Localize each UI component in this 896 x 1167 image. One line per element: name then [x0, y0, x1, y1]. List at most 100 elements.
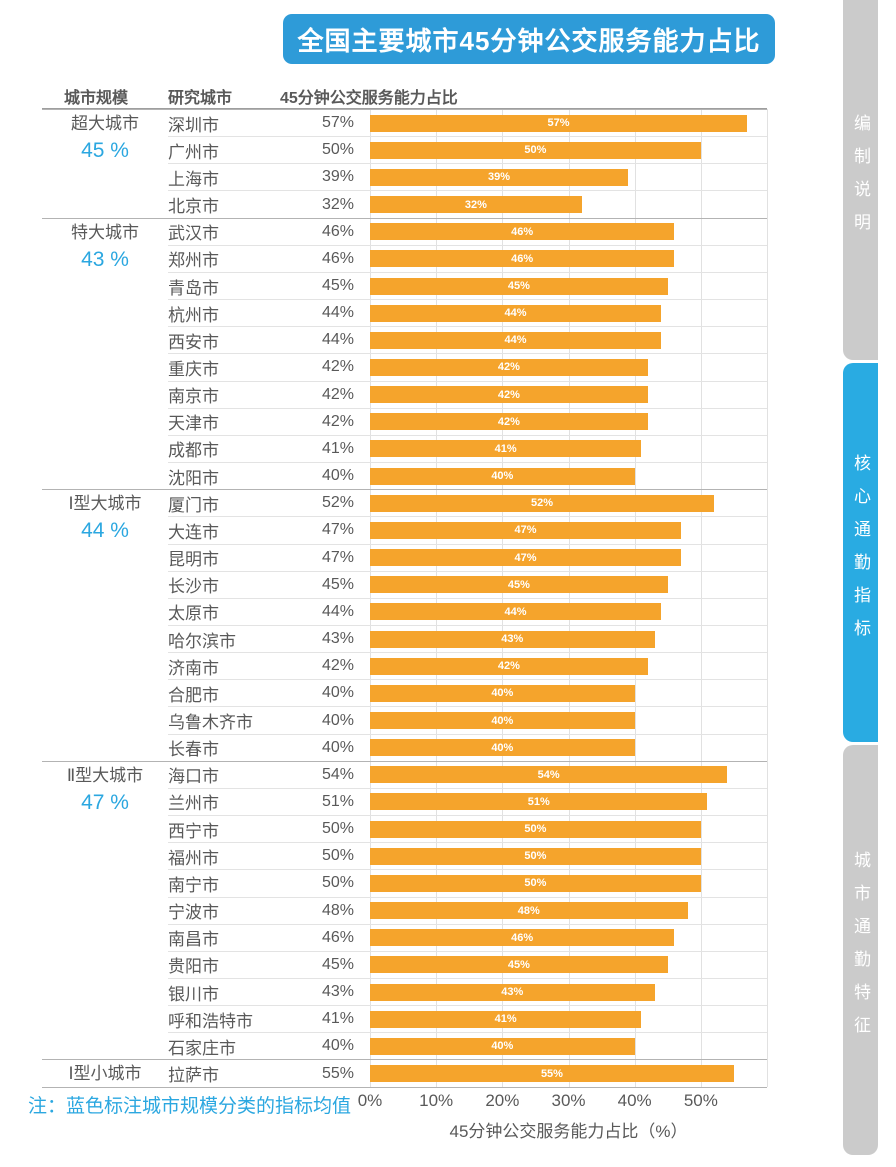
city-value: 43%	[321, 630, 354, 648]
city-value: 46%	[321, 249, 354, 267]
city-name: 乌鲁木齐市	[168, 713, 253, 733]
table-row: 银川市 43% 43%	[42, 978, 767, 1005]
bar-data-label: 45%	[507, 578, 530, 591]
city-name: 南宁市	[168, 875, 219, 895]
city-name: 合肥市	[168, 685, 219, 705]
bar: 40%	[370, 739, 635, 757]
bar-track: 43%	[370, 979, 767, 1005]
city-value: 41%	[321, 1010, 354, 1028]
column-header-research-city: 研究城市	[168, 90, 233, 107]
city-name: 武汉市	[168, 224, 219, 244]
city-scale-cell	[42, 136, 168, 163]
bar-data-label: 47%	[514, 551, 537, 564]
bar: 40%	[370, 467, 635, 485]
bar-data-label: 43%	[501, 986, 524, 999]
city-name: 哈尔滨市	[168, 631, 236, 651]
bar: 45%	[370, 956, 668, 974]
city-scale-group-label: 特大城市 43 %	[42, 220, 168, 273]
sidebar-tab-label: 城市通勤特征	[851, 851, 870, 1049]
table-row: 青岛市 45% 45%	[42, 271, 767, 299]
table-row: 北京市 32% 32%	[42, 190, 767, 217]
table-row: 太原市 44% 44%	[42, 597, 767, 625]
bar-track: 47%	[370, 517, 767, 543]
city-scale-cell	[42, 978, 168, 1005]
sidebar-tab-1[interactable]: 编制说明	[843, 0, 878, 360]
city-value: 45%	[321, 575, 354, 593]
table-body: 超大城市 45 % 深圳市 57% 57% 广州市 50% 50% 上海市 39	[42, 109, 768, 1088]
bar-track: 46%	[370, 925, 767, 951]
city-name: 福州市	[168, 848, 219, 868]
table-row: 西安市 44% 44%	[42, 326, 767, 353]
city-scale-average: 47 %	[81, 790, 129, 814]
bar: 50%	[370, 141, 701, 159]
city-value: 40%	[321, 467, 354, 485]
chart-title-banner: 全国主要城市45分钟公交服务能力占比	[283, 14, 775, 64]
city-name: 深圳市	[168, 115, 219, 135]
sidebar-tab-2[interactable]: 核心通勤指标	[843, 363, 878, 742]
bar-track: 47%	[370, 545, 767, 571]
table-row: 昆明市 47% 47%	[42, 543, 767, 571]
city-scale-cell	[42, 1032, 168, 1059]
sidebar-tab-3[interactable]: 城市通勤特征	[843, 745, 878, 1155]
table-row: 重庆市 42% 42%	[42, 353, 767, 380]
bar-data-label: 50%	[524, 850, 547, 863]
bar: 42%	[370, 386, 648, 404]
city-value: 42%	[321, 412, 354, 430]
bar-data-label: 46%	[511, 252, 534, 265]
bar-track: 42%	[370, 382, 767, 408]
bar-track: 46%	[370, 219, 767, 245]
city-name: 呼和浩特市	[168, 1011, 253, 1031]
city-value: 43%	[321, 983, 354, 1001]
bar: 46%	[370, 929, 675, 947]
bar-data-label: 44%	[504, 307, 527, 320]
city-scale-cell	[42, 788, 168, 815]
bar-track: 41%	[370, 436, 767, 462]
table-row: 杭州市 44% 44%	[42, 299, 767, 326]
x-axis-tick: 10%	[419, 1091, 454, 1110]
table-row: 兰州市 51% 51%	[42, 787, 767, 815]
city-scale-name: 特大城市	[71, 222, 139, 242]
footnote: 注：蓝色标注城市规模分类的指标均值	[28, 1096, 352, 1117]
table-row: 沈阳市 40% 40%	[42, 462, 767, 489]
bar: 47%	[370, 549, 681, 567]
section-nav-sidebar: 编制说明核心通勤指标城市通勤特征	[843, 0, 878, 1155]
bar-data-label: 40%	[491, 470, 514, 483]
city-scale-cell: 超大城市 45 %	[42, 110, 168, 162]
bar: 44%	[370, 331, 662, 349]
bar: 40%	[370, 712, 635, 730]
capacity-table: 城市规模 研究城市 45分钟公交服务能力占比 超大城市 45 % 深圳市 57% …	[42, 84, 768, 1088]
bar: 42%	[370, 358, 648, 376]
table-row: 南京市 42% 42%	[42, 380, 767, 408]
city-name: 长沙市	[168, 577, 219, 597]
x-axis-tick: 0%	[357, 1091, 383, 1110]
city-name: 石家庄市	[168, 1038, 236, 1058]
city-scale-cell	[42, 462, 168, 489]
sidebar-tab-label: 编制说明	[851, 114, 870, 246]
table-row: 石家庄市 40% 40%	[42, 1032, 767, 1059]
city-name: 南京市	[168, 387, 219, 407]
bar: 57%	[370, 114, 748, 132]
bar-data-label: 46%	[511, 225, 534, 238]
city-value: 47%	[321, 548, 354, 566]
city-name: 宁波市	[168, 903, 219, 923]
city-scale-cell	[42, 516, 168, 543]
bar: 43%	[370, 983, 655, 1001]
city-value: 32%	[321, 195, 354, 213]
city-name: 兰州市	[168, 794, 219, 814]
bar-data-label: 44%	[504, 334, 527, 347]
city-scale-cell	[42, 190, 168, 217]
city-scale-cell	[42, 706, 168, 733]
bar: 50%	[370, 820, 701, 838]
table-row: 南宁市 50% 50%	[42, 869, 767, 896]
city-scale-group-label: 超大城市 45 %	[42, 111, 168, 164]
bar-track: 45%	[370, 273, 767, 299]
city-value: 44%	[321, 602, 354, 620]
city-scale-cell	[42, 245, 168, 272]
city-scale-cell	[42, 815, 168, 842]
city-value: 46%	[321, 222, 354, 240]
city-value: 44%	[321, 331, 354, 349]
bar-data-label: 32%	[464, 198, 487, 211]
city-name: 贵阳市	[168, 957, 219, 977]
table-row: 哈尔滨市 43% 43%	[42, 624, 767, 652]
city-value: 42%	[321, 657, 354, 675]
